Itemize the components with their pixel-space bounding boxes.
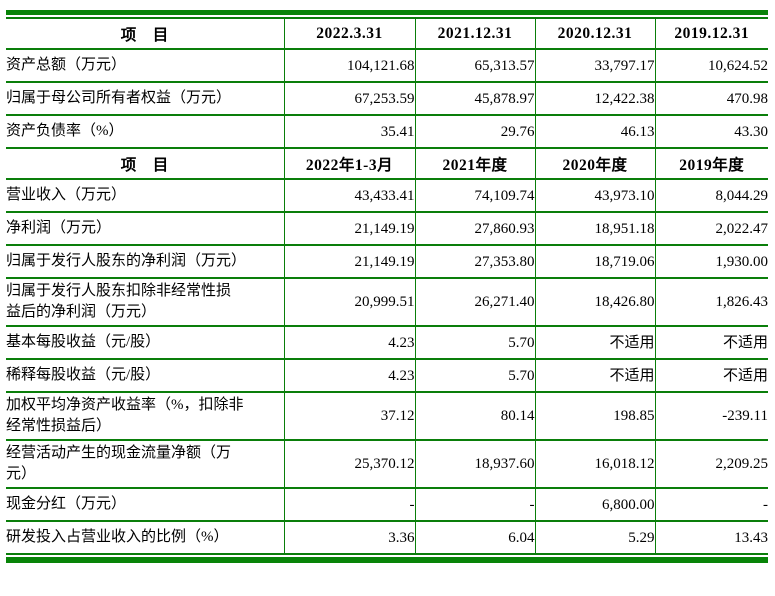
header-period-2020: 2020年度 bbox=[535, 147, 656, 180]
row-value: 104,121.68 bbox=[284, 48, 416, 83]
table-row-debt-ratio: 资产负债率（%） 35.41 29.76 46.13 43.30 bbox=[6, 114, 768, 149]
table-row-weighted-roe: 加权平均净资产收益率（%，扣除非 经常性损益后） 37.12 80.14 198… bbox=[6, 391, 768, 441]
row-value: 不适用 bbox=[655, 358, 768, 393]
row-value: 2,209.25 bbox=[655, 439, 768, 489]
table-row-total-assets: 资产总额（万元） 104,121.68 65,313.57 33,797.17 … bbox=[6, 48, 768, 83]
row-value: 4.23 bbox=[284, 325, 416, 360]
row-value: 5.70 bbox=[415, 325, 536, 360]
row-value: 6,800.00 bbox=[535, 487, 656, 522]
row-value: 74,109.74 bbox=[415, 178, 536, 213]
row-label: 基本每股收益（元/股） bbox=[6, 325, 285, 360]
row-value: 27,353.80 bbox=[415, 244, 536, 279]
row-value: 65,313.57 bbox=[415, 48, 536, 83]
balance-header-row: 项 目 2022.3.31 2021.12.31 2020.12.31 2019… bbox=[6, 17, 768, 50]
table-row-parent-equity: 归属于母公司所有者权益（万元） 67,253.59 45,878.97 12,4… bbox=[6, 81, 768, 116]
row-label: 营业收入（万元） bbox=[6, 178, 285, 213]
table-row-cash-dividend: 现金分红（万元） - - 6,800.00 - bbox=[6, 487, 768, 522]
table-row-operating-cash-flow: 经营活动产生的现金流量净额（万 元） 25,370.12 18,937.60 1… bbox=[6, 439, 768, 489]
row-value: 1,826.43 bbox=[655, 277, 768, 327]
financial-summary-table: 项 目 2022.3.31 2021.12.31 2020.12.31 2019… bbox=[6, 17, 768, 555]
row-value: 不适用 bbox=[655, 325, 768, 360]
row-value: 13.43 bbox=[655, 520, 768, 555]
row-value: 21,149.19 bbox=[284, 244, 416, 279]
row-value: 67,253.59 bbox=[284, 81, 416, 116]
financial-summary-section: 项 目 2022.3.31 2021.12.31 2020.12.31 2019… bbox=[6, 10, 768, 563]
table-row-net-profit: 净利润（万元） 21,149.19 27,860.93 18,951.18 2,… bbox=[6, 211, 768, 246]
row-label: 净利润（万元） bbox=[6, 211, 285, 246]
row-value: 18,426.80 bbox=[535, 277, 656, 327]
header-item-label: 项 目 bbox=[6, 17, 285, 50]
row-value: 26,271.40 bbox=[415, 277, 536, 327]
header-item-label: 项 目 bbox=[6, 147, 285, 180]
row-value: 27,860.93 bbox=[415, 211, 536, 246]
row-value: 43.30 bbox=[655, 114, 768, 149]
row-value: 3.36 bbox=[284, 520, 416, 555]
row-value: 1,930.00 bbox=[655, 244, 768, 279]
row-value: 45,878.97 bbox=[415, 81, 536, 116]
row-value: 29.76 bbox=[415, 114, 536, 149]
row-label: 经营活动产生的现金流量净额（万 元） bbox=[6, 439, 285, 489]
row-value: 35.41 bbox=[284, 114, 416, 149]
table-row-net-profit-excl-nonrecurring: 归属于发行人股东扣除非经常性损 益后的净利润（万元） 20,999.51 26,… bbox=[6, 277, 768, 327]
row-label: 研发投入占营业收入的比例（%） bbox=[6, 520, 285, 555]
row-value: 2,022.47 bbox=[655, 211, 768, 246]
row-value: 21,149.19 bbox=[284, 211, 416, 246]
row-label: 归属于发行人股东的净利润（万元） bbox=[6, 244, 285, 279]
row-label: 加权平均净资产收益率（%，扣除非 经常性损益后） bbox=[6, 391, 285, 441]
row-value: 198.85 bbox=[535, 391, 656, 441]
top-divider-bar bbox=[6, 10, 768, 15]
row-value: 43,973.10 bbox=[535, 178, 656, 213]
row-label: 资产负债率（%） bbox=[6, 114, 285, 149]
table-row-rd-ratio: 研发投入占营业收入的比例（%） 3.36 6.04 5.29 13.43 bbox=[6, 520, 768, 555]
row-value: 10,624.52 bbox=[655, 48, 768, 83]
header-period-2019-12-31: 2019.12.31 bbox=[655, 17, 768, 50]
row-label: 稀释每股收益（元/股） bbox=[6, 358, 285, 393]
header-period-2019: 2019年度 bbox=[655, 147, 768, 180]
row-value: 12,422.38 bbox=[535, 81, 656, 116]
row-value: 4.23 bbox=[284, 358, 416, 393]
row-value: - bbox=[284, 487, 416, 522]
row-label: 归属于发行人股东扣除非经常性损 益后的净利润（万元） bbox=[6, 277, 285, 327]
income-header-row: 项 目 2022年1-3月 2021年度 2020年度 2019年度 bbox=[6, 147, 768, 180]
row-value: 18,937.60 bbox=[415, 439, 536, 489]
row-value: 20,999.51 bbox=[284, 277, 416, 327]
row-value: -239.11 bbox=[655, 391, 768, 441]
row-value: - bbox=[655, 487, 768, 522]
header-period-2022-q1: 2022年1-3月 bbox=[284, 147, 416, 180]
row-value: 80.14 bbox=[415, 391, 536, 441]
row-value: 33,797.17 bbox=[535, 48, 656, 83]
row-value: 37.12 bbox=[284, 391, 416, 441]
row-label: 归属于母公司所有者权益（万元） bbox=[6, 81, 285, 116]
bottom-divider-bar bbox=[6, 557, 768, 563]
row-value: 不适用 bbox=[535, 325, 656, 360]
table-row-diluted-eps: 稀释每股收益（元/股） 4.23 5.70 不适用 不适用 bbox=[6, 358, 768, 393]
row-value: 25,370.12 bbox=[284, 439, 416, 489]
row-value: 不适用 bbox=[535, 358, 656, 393]
header-period-2020-12-31: 2020.12.31 bbox=[535, 17, 656, 50]
table-row-basic-eps: 基本每股收益（元/股） 4.23 5.70 不适用 不适用 bbox=[6, 325, 768, 360]
row-label: 现金分红（万元） bbox=[6, 487, 285, 522]
row-value: 18,951.18 bbox=[535, 211, 656, 246]
row-label: 资产总额（万元） bbox=[6, 48, 285, 83]
row-value: 18,719.06 bbox=[535, 244, 656, 279]
table-row-revenue: 营业收入（万元） 43,433.41 74,109.74 43,973.10 8… bbox=[6, 178, 768, 213]
row-value: 5.70 bbox=[415, 358, 536, 393]
row-value: 5.29 bbox=[535, 520, 656, 555]
row-value: 470.98 bbox=[655, 81, 768, 116]
header-period-2022-3-31: 2022.3.31 bbox=[284, 17, 416, 50]
row-value: 43,433.41 bbox=[284, 178, 416, 213]
row-value: 16,018.12 bbox=[535, 439, 656, 489]
row-value: 8,044.29 bbox=[655, 178, 768, 213]
header-period-2021-12-31: 2021.12.31 bbox=[415, 17, 536, 50]
header-period-2021: 2021年度 bbox=[415, 147, 536, 180]
row-value: 6.04 bbox=[415, 520, 536, 555]
row-value: - bbox=[415, 487, 536, 522]
table-row-net-profit-to-issuer: 归属于发行人股东的净利润（万元） 21,149.19 27,353.80 18,… bbox=[6, 244, 768, 279]
row-value: 46.13 bbox=[535, 114, 656, 149]
